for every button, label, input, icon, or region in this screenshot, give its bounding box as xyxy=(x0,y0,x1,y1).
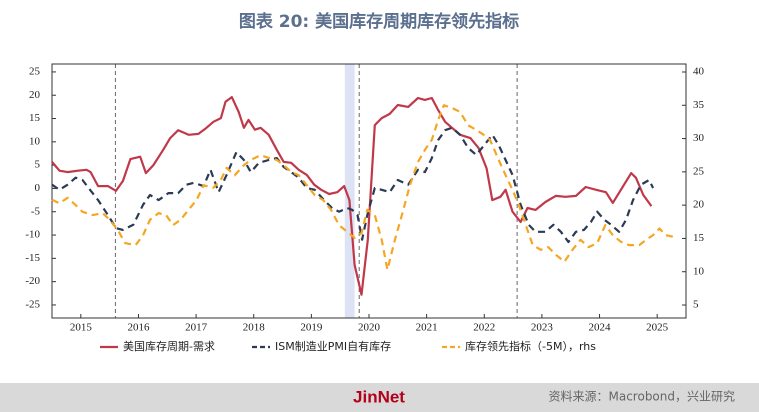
y-tick-label: 5 xyxy=(35,159,41,171)
y-tick-label: -25 xyxy=(25,298,40,310)
x-tick-label: 2020 xyxy=(358,322,381,334)
x-tick-label: 2025 xyxy=(646,322,669,334)
y-tick-label: 15 xyxy=(29,112,41,124)
y2-tick-label: 5 xyxy=(693,299,699,311)
series-line xyxy=(51,104,678,271)
y2-tick-label: 10 xyxy=(693,265,705,277)
logo: JinNet xyxy=(353,387,405,406)
shaded-period xyxy=(344,64,355,318)
y-tick-label: -15 xyxy=(25,252,40,264)
footer-band xyxy=(0,383,759,412)
series-line xyxy=(51,96,653,296)
legend-label: 美国库存周期-需求 xyxy=(123,339,215,353)
y2-tick-label: 20 xyxy=(693,199,705,211)
legend-label: ISM制造业PMI自有库存 xyxy=(275,339,391,353)
y-tick-label: 20 xyxy=(29,89,41,101)
series-line xyxy=(51,126,655,244)
y-tick-label: 25 xyxy=(29,65,41,77)
x-tick-label: 2021 xyxy=(416,322,438,334)
plot-frame xyxy=(51,63,687,319)
y2-tick-label: 15 xyxy=(693,232,705,244)
y-tick-label: 0 xyxy=(35,182,41,194)
y-tick-label: 10 xyxy=(29,135,41,147)
x-tick-label: 2019 xyxy=(300,322,323,334)
x-tick-label: 2016 xyxy=(127,322,150,334)
y2-tick-label: 35 xyxy=(693,99,705,111)
source-note: 资料来源：Macrobond，兴业研究 xyxy=(549,389,736,404)
x-tick-label: 2017 xyxy=(185,322,208,334)
y-tick-label: -20 xyxy=(25,275,40,287)
x-tick-label: 2024 xyxy=(589,322,612,334)
x-tick-label: 2023 xyxy=(531,322,554,334)
y2-tick-label: 30 xyxy=(693,132,705,144)
y2-tick-label: 25 xyxy=(693,165,705,177)
y-tick-label: -5 xyxy=(31,205,41,217)
legend-label: 库存领先指标（-5M），rhs xyxy=(465,339,596,353)
chart-title: 图表 20: 美国库存周期库存领先指标 xyxy=(239,11,519,32)
y-tick-label: -10 xyxy=(25,229,40,241)
y2-tick-label: 40 xyxy=(693,66,705,78)
x-tick-label: 2018 xyxy=(243,322,266,334)
x-tick-label: 2022 xyxy=(473,322,495,334)
x-tick-label: 2015 xyxy=(70,322,93,334)
